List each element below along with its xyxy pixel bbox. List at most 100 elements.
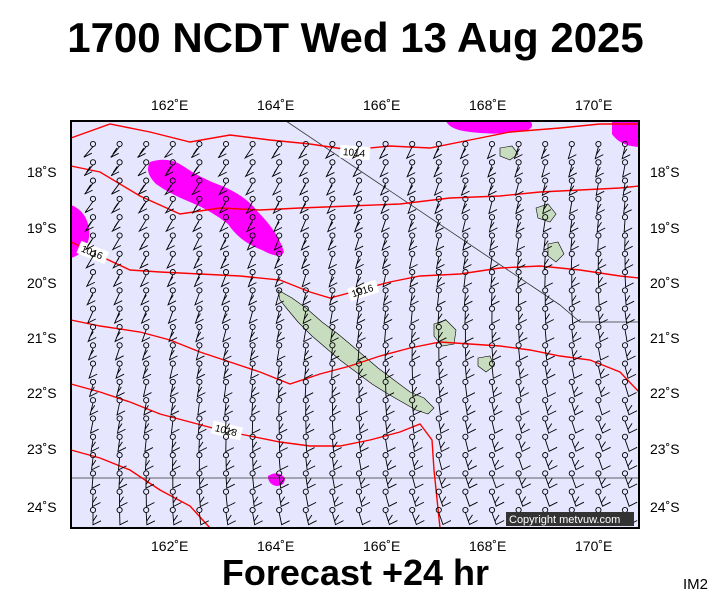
barb-shaft xyxy=(544,347,555,361)
barb-shaft xyxy=(246,237,256,251)
wind-barb xyxy=(595,250,607,270)
barb-shaft xyxy=(571,347,582,361)
wind-barb xyxy=(116,452,127,471)
wind-barb xyxy=(488,397,503,416)
barb-shaft xyxy=(171,439,181,453)
wind-barb xyxy=(275,305,285,325)
lat-tick-label: 19˚S xyxy=(650,220,680,236)
wind-barb xyxy=(193,250,203,270)
barb-shaft xyxy=(408,237,418,251)
barb-station xyxy=(329,195,336,202)
wind-barb xyxy=(222,360,233,380)
barb-station xyxy=(542,232,549,239)
wind-barb xyxy=(141,342,151,361)
wind-barb xyxy=(542,342,555,361)
wind-barb xyxy=(568,195,578,215)
wind-barb xyxy=(111,214,123,233)
wind-barb xyxy=(169,433,181,453)
barb-shaft xyxy=(489,256,499,270)
barb-shaft xyxy=(142,384,152,398)
wind-barb xyxy=(137,159,150,177)
wind-barb xyxy=(409,488,425,507)
wind-barb xyxy=(409,506,425,526)
wind-barb xyxy=(249,360,259,380)
wind-barb xyxy=(302,452,316,471)
barb-shaft xyxy=(164,164,174,177)
wind-barb xyxy=(169,360,179,380)
wind-barb xyxy=(110,159,123,177)
lon-tick-label: 162˚E xyxy=(151,538,188,554)
barb-shaft xyxy=(488,219,498,233)
wind-barb xyxy=(382,378,395,398)
wind-barb xyxy=(164,195,176,214)
wind-barb xyxy=(568,214,579,233)
barb-station xyxy=(329,232,336,239)
barb-shaft xyxy=(544,366,556,380)
barb-shaft xyxy=(597,420,611,434)
barb-shaft xyxy=(164,182,174,196)
barb-shaft xyxy=(406,164,416,178)
wind-barb xyxy=(435,452,451,471)
wind-barb xyxy=(541,159,551,178)
wind-barb xyxy=(87,323,97,343)
barb-shaft xyxy=(225,512,236,526)
barb-shaft xyxy=(305,457,316,471)
barb-shaft xyxy=(116,421,126,435)
wind-barb xyxy=(276,323,285,343)
barb-shaft xyxy=(252,457,262,471)
wind-barb xyxy=(84,177,97,195)
wind-barb xyxy=(568,360,583,379)
wind-barb xyxy=(329,378,341,398)
barb-shaft xyxy=(139,274,149,288)
wind-barb xyxy=(568,323,582,343)
barb-shaft xyxy=(305,512,317,526)
barb-shaft xyxy=(270,146,281,160)
wind-barb xyxy=(595,323,609,343)
barb-shaft xyxy=(111,182,120,195)
wind-barb xyxy=(276,433,288,453)
wind-barb xyxy=(114,342,124,361)
barb-shaft xyxy=(219,219,229,233)
barb-station xyxy=(302,195,309,202)
wind-barb xyxy=(165,232,176,251)
barb-shaft xyxy=(570,256,580,270)
barb-shaft xyxy=(244,164,254,178)
barb-shaft xyxy=(518,347,528,361)
barb-shaft xyxy=(438,384,449,398)
barb-shaft xyxy=(252,512,263,526)
barb-shaft xyxy=(487,183,497,197)
wind-barb xyxy=(595,177,605,197)
barb-shaft xyxy=(276,329,285,343)
wind-barb xyxy=(324,140,336,160)
wind-barb xyxy=(382,470,397,489)
wind-barb xyxy=(462,269,473,288)
barb-shaft xyxy=(464,512,478,526)
wind-barb xyxy=(434,214,444,233)
wind-barb xyxy=(169,470,182,489)
copyright-text: Copyright metvuw.com xyxy=(509,514,620,526)
wind-barb xyxy=(249,397,260,416)
wind-barb xyxy=(301,269,311,288)
wind-barb xyxy=(542,470,558,489)
barb-shaft xyxy=(305,439,315,453)
wind-barb xyxy=(621,360,637,379)
map-frame xyxy=(70,120,640,529)
wind-barb xyxy=(462,415,477,434)
lat-tick-label: 18˚S xyxy=(650,164,680,180)
barb-shaft xyxy=(331,366,340,380)
barb-shaft xyxy=(438,366,448,380)
barb-shaft xyxy=(438,402,449,416)
barb-shaft xyxy=(164,146,174,158)
barb-shaft xyxy=(194,292,204,306)
barb-shaft xyxy=(113,311,123,325)
bottom-axis-labels: 162˚E 164˚E 166˚E 168˚E 170˚E xyxy=(151,538,612,554)
wind-barb xyxy=(143,488,155,508)
barb-shaft xyxy=(190,164,201,178)
wind-barb xyxy=(382,269,392,288)
wind-barb xyxy=(621,378,637,398)
wind-barb xyxy=(381,250,391,270)
barb-shaft xyxy=(331,457,343,471)
wind-barb xyxy=(116,415,126,435)
wind-barb xyxy=(166,269,176,288)
